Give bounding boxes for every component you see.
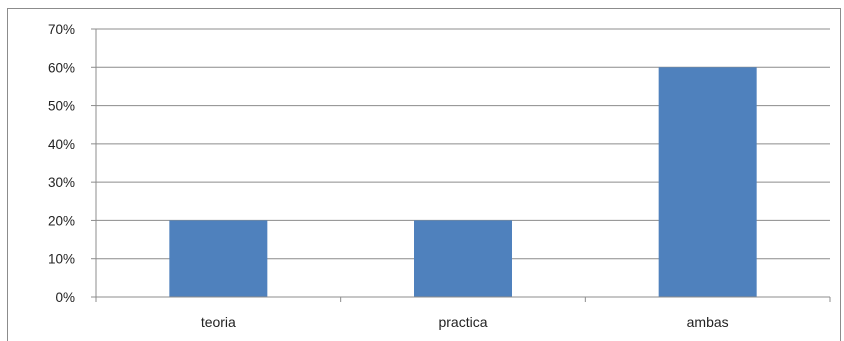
y-tick-label: 50% [48,99,75,114]
x-axis-labels: teoria practica ambas [95,297,831,330]
frame-border-left [7,8,8,341]
y-tick-label: 10% [48,252,75,267]
y-axis-ticks: 0% 10% 20% 30% 40% 50% 60% 70% [48,22,96,305]
x-tick-label: practica [438,314,487,330]
y-tick-label: 30% [48,175,75,190]
y-tick-label: 60% [48,60,75,75]
y-tick-label: 70% [48,22,75,37]
bars-group [169,67,757,298]
frame-border-right [840,8,841,341]
y-tick-label: 20% [48,213,75,228]
x-tick-label: teoria [201,314,236,330]
bar-teoria [169,220,268,297]
y-tick-label: 0% [55,290,75,305]
frame-border-top [7,8,841,9]
bar-ambas [658,67,757,298]
y-tick-label: 40% [48,137,75,152]
x-tick-label: ambas [687,314,729,330]
bar-practica [414,220,512,297]
